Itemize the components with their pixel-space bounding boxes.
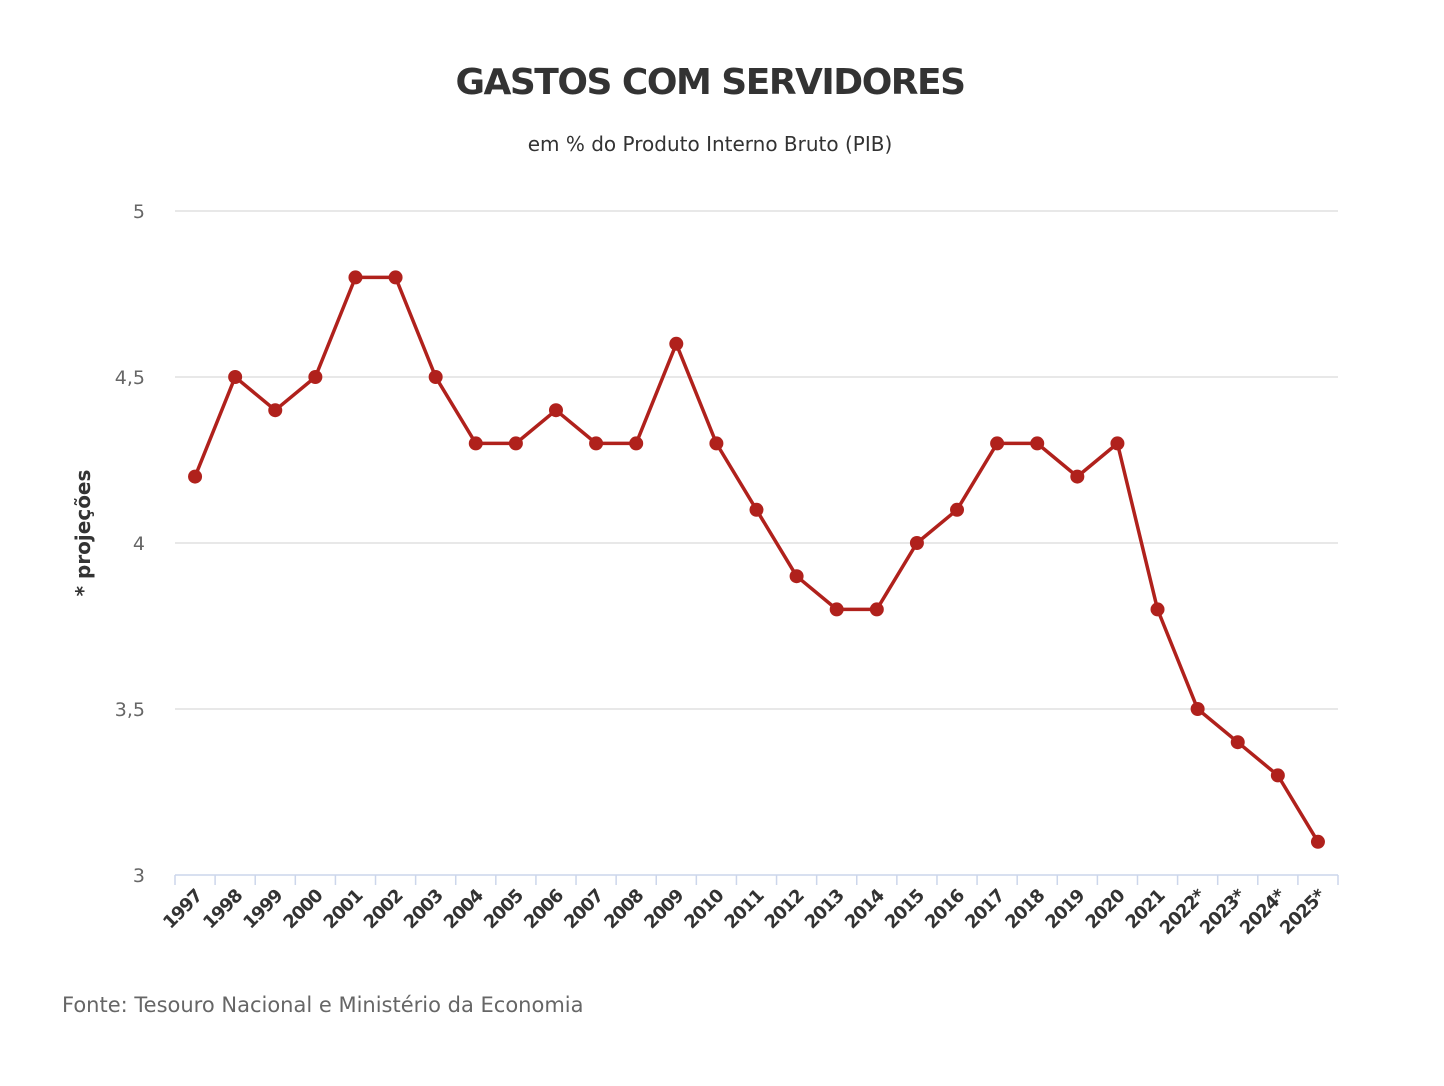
y-tick-label: 5: [133, 201, 145, 223]
data-point-2025: [1310, 834, 1325, 849]
data-point-2001: [348, 270, 363, 285]
x-tick-label: 2011: [721, 885, 769, 933]
y-tick-label: 4,5: [115, 367, 145, 389]
data-point-2003: [428, 370, 443, 384]
x-tick-label: 2018: [1001, 885, 1049, 933]
data-point-2023: [1230, 735, 1245, 750]
data-point-2020: [1110, 436, 1125, 451]
data-point-2019: [1070, 469, 1085, 484]
data-point-2016: [950, 502, 965, 517]
y-tick-label: 4: [133, 533, 145, 555]
x-tick-label: 2002: [360, 886, 407, 933]
x-tick-label: 1999: [239, 885, 287, 933]
data-point-2002: [388, 270, 403, 285]
data-point-2009: [669, 336, 684, 351]
x-tick-label: 2014: [841, 885, 889, 933]
data-point-1998: [228, 370, 243, 384]
data-point-2004: [468, 436, 483, 451]
data-point-2015: [909, 536, 924, 550]
x-tick-label: 2007: [560, 885, 608, 933]
x-tick-label: 2019: [1041, 885, 1089, 933]
data-point-2024: [1270, 768, 1285, 783]
data-point-2022: [1190, 702, 1205, 716]
chart-subtitle: em % do Produto Interno Bruto (PIB): [527, 132, 893, 156]
y-tick-label: 3: [133, 865, 145, 887]
data-point-2014: [869, 602, 884, 617]
data-point-2012: [789, 569, 804, 584]
x-tick-label: 2012: [761, 886, 808, 933]
chart-title: GASTOS COM SERVIDORES: [455, 62, 966, 103]
data-point-2017: [990, 436, 1005, 451]
y-axis-label: * projeções: [71, 470, 95, 597]
series-line: [193, 275, 1320, 843]
data-point-2011: [749, 502, 764, 517]
x-tick-label: 2003: [400, 885, 448, 933]
x-tick-label: 2016: [921, 885, 969, 933]
x-tick-label: 2017: [961, 885, 1009, 933]
x-tick-label: 2008: [600, 885, 648, 933]
x-tick-label: 2000: [279, 885, 327, 933]
data-point-2018: [1030, 436, 1045, 451]
data-point-2021: [1150, 602, 1165, 617]
x-tick-label: 2006: [520, 885, 568, 933]
x-tick-label: 1997: [159, 885, 207, 933]
x-tick-label: 2009: [640, 885, 688, 933]
data-point-2006: [548, 403, 563, 418]
data-point-1997: [188, 469, 203, 484]
source-note: Fonte: Tesouro Nacional e Ministério da …: [62, 993, 584, 1017]
data-point-2010: [709, 436, 724, 451]
x-tick-label: 2025*: [1276, 885, 1331, 940]
x-tick-label: 1998: [199, 885, 247, 933]
x-tick-label: 2001: [320, 885, 368, 933]
data-point-1999: [268, 403, 283, 418]
x-tick-label: 2005: [480, 885, 528, 933]
data-point-2005: [508, 436, 523, 451]
data-point-2008: [629, 436, 644, 451]
data-point-2007: [589, 436, 604, 451]
x-tick-label: 2010: [680, 885, 728, 933]
x-tick-label: 2004: [440, 885, 488, 933]
y-tick-label: 3,5: [115, 699, 145, 721]
data-point-2000: [308, 370, 323, 384]
x-tick-label: 2020: [1082, 885, 1130, 933]
x-tick-label: 2013: [801, 885, 849, 933]
data-point-2013: [829, 602, 844, 617]
x-tick-label: 2015: [881, 885, 929, 933]
